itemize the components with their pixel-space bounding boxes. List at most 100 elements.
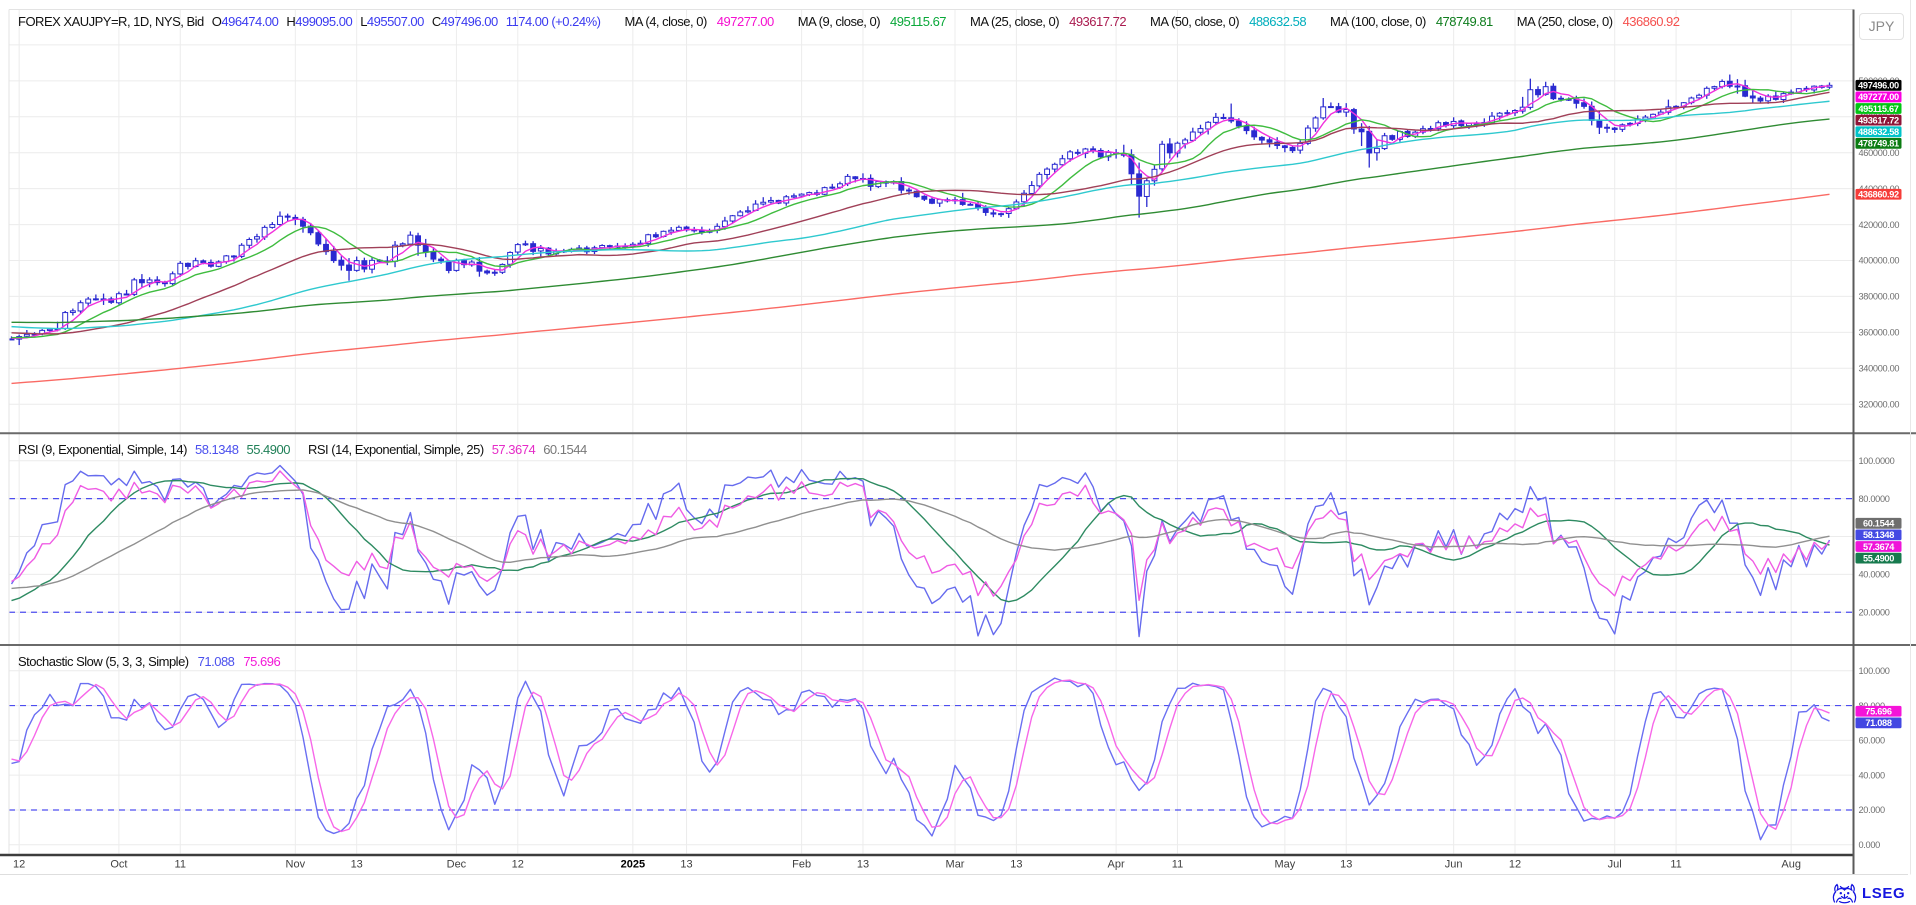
svg-text:400000.00: 400000.00 bbox=[1859, 256, 1900, 266]
chart-frame bbox=[0, 0, 1916, 875]
quote-prefix: O bbox=[211, 14, 222, 29]
svg-text:Apr: Apr bbox=[1108, 859, 1125, 871]
rsi-label: RSI (14, Exponential, Simple, 25) bbox=[307, 442, 484, 457]
quote-prefix: C bbox=[431, 14, 441, 29]
rsi-panel-legend: RSI (9, Exponential, Simple, 14) 58.1348 5… bbox=[18, 442, 587, 457]
stoch-value: 75.696 bbox=[243, 654, 281, 669]
stoch-value: 71.088 bbox=[197, 654, 235, 669]
svg-text:12: 12 bbox=[1509, 859, 1521, 871]
ma-label: MA (25, close, 0) bbox=[970, 14, 1060, 29]
quote-prefix: H bbox=[286, 14, 296, 29]
series-line bbox=[11, 100, 1830, 330]
svg-text:11: 11 bbox=[1172, 859, 1183, 871]
currency-badge: JPY bbox=[1859, 13, 1904, 40]
svg-text:493617.72: 493617.72 bbox=[1858, 115, 1899, 125]
svg-text:497277.00: 497277.00 bbox=[1858, 92, 1899, 102]
quote-prefix: L bbox=[360, 14, 367, 29]
svg-text:71.088: 71.088 bbox=[1865, 718, 1891, 728]
svg-text:80.000: 80.000 bbox=[1859, 701, 1885, 711]
price-axis-badges: 75.69671.088 bbox=[1855, 705, 1902, 729]
svg-text:40.0000: 40.0000 bbox=[1859, 570, 1890, 580]
ma-value: 497277.00 bbox=[716, 14, 774, 29]
ma-label: MA (9, close, 0) bbox=[797, 14, 881, 29]
svg-text:Jul: Jul bbox=[1608, 859, 1622, 871]
ma-value: 478749.81 bbox=[1435, 14, 1493, 29]
stoch-label: Stochastic Slow (5, 3, 3, Simple) bbox=[18, 654, 189, 669]
rsi-label: RSI (9, Exponential, Simple, 14) bbox=[18, 442, 187, 457]
price-axis-badges: 497496.00497277.00 495115.67493617.72 4886… bbox=[1855, 79, 1902, 200]
svg-text:100.0000: 100.0000 bbox=[1859, 456, 1895, 466]
svg-text:380000.00: 380000.00 bbox=[1859, 292, 1900, 302]
svg-text:75.696: 75.696 bbox=[1865, 707, 1891, 717]
lseg-logo: LSEG bbox=[1831, 883, 1905, 904]
svg-text:13: 13 bbox=[351, 859, 363, 871]
svg-text:12: 12 bbox=[512, 859, 524, 871]
svg-text:13: 13 bbox=[1340, 859, 1352, 871]
ma-value: 495115.67 bbox=[890, 14, 947, 29]
svg-text:460000.00: 460000.00 bbox=[1859, 148, 1900, 158]
series-line bbox=[11, 477, 1830, 603]
ma-value: 488632.58 bbox=[1249, 14, 1307, 29]
ma-value: 436860.92 bbox=[1622, 14, 1680, 29]
rsi-value: 60.1544 bbox=[543, 442, 587, 457]
svg-text:60.000: 60.000 bbox=[1859, 736, 1885, 746]
svg-text:436860.92: 436860.92 bbox=[1858, 190, 1899, 200]
svg-text:20.000: 20.000 bbox=[1859, 805, 1885, 815]
svg-text:Aug: Aug bbox=[1781, 859, 1801, 871]
svg-text:Feb: Feb bbox=[792, 859, 811, 871]
time-axis[interactable] bbox=[0, 857, 1854, 875]
series-line bbox=[11, 679, 1830, 833]
price-axis-badges: 60.154458.1348 57.367455.4900 bbox=[1855, 517, 1902, 564]
svg-text:Dec: Dec bbox=[447, 859, 467, 871]
svg-text:13: 13 bbox=[680, 859, 692, 871]
ma-label: MA (4, close, 0) bbox=[624, 14, 707, 29]
rsi-panel-plot-area[interactable] bbox=[9, 433, 1854, 645]
svg-text:58.1348: 58.1348 bbox=[1863, 530, 1894, 540]
svg-text:Jun: Jun bbox=[1445, 859, 1463, 871]
series-line bbox=[10, 464, 1831, 638]
svg-text:Mar: Mar bbox=[946, 859, 965, 871]
svg-text:440000.00: 440000.00 bbox=[1859, 184, 1900, 194]
svg-text:60.1544: 60.1544 bbox=[1863, 519, 1895, 529]
lseg-lion-icon bbox=[1832, 883, 1857, 904]
svg-text:495115.67: 495115.67 bbox=[1858, 104, 1898, 114]
rsi-value: 58.1348 bbox=[194, 442, 239, 457]
gridlines bbox=[9, 9, 1854, 854]
price-panel-legend: FOREX XAUJPY=R, 1D, NYS, Bid O496474.00 H4… bbox=[18, 14, 1680, 29]
price-axis[interactable] bbox=[1854, 0, 1916, 875]
series-line bbox=[11, 470, 1830, 602]
svg-text:497496.00: 497496.00 bbox=[1858, 81, 1899, 91]
svg-text:55.4900: 55.4900 bbox=[1863, 553, 1894, 563]
svg-text:420000.00: 420000.00 bbox=[1859, 220, 1900, 230]
svg-text:2025: 2025 bbox=[621, 859, 645, 871]
svg-text:478749.81: 478749.81 bbox=[1858, 139, 1899, 149]
stoch-panel-legend: Stochastic Slow (5, 3, 3, Simple) 71.088 7… bbox=[18, 654, 281, 669]
quote-value: 496474.00 bbox=[221, 14, 279, 29]
series-line bbox=[11, 88, 1830, 339]
rsi-value: 57.3674 bbox=[491, 442, 536, 457]
svg-text:11: 11 bbox=[1670, 859, 1681, 871]
svg-text:11: 11 bbox=[175, 859, 186, 871]
svg-text:80.0000: 80.0000 bbox=[1859, 494, 1890, 504]
ma-label: MA (250, close, 0) bbox=[1516, 14, 1613, 29]
instrument-title: FOREX XAUJPY=R, 1D, NYS, Bid bbox=[18, 14, 204, 29]
quote-change: 1174.00 (+0.24%) bbox=[505, 14, 601, 29]
rsi-value: 55.4900 bbox=[246, 442, 290, 457]
axis-labels: 320000.00 340000.00 360000.00 380000.00 4000… bbox=[13, 76, 1902, 871]
series-line bbox=[11, 677, 1830, 841]
svg-text:340000.00: 340000.00 bbox=[1859, 364, 1900, 374]
quote-value: 497496.00 bbox=[440, 14, 498, 29]
svg-text:Oct: Oct bbox=[110, 859, 127, 871]
series-line bbox=[11, 118, 1830, 324]
svg-text:May: May bbox=[1274, 859, 1295, 871]
svg-text:13: 13 bbox=[857, 859, 869, 871]
svg-text:360000.00: 360000.00 bbox=[1859, 328, 1900, 338]
ma-label: MA (100, close, 0) bbox=[1330, 14, 1426, 29]
chart-series bbox=[8, 74, 1833, 841]
price-panel-plot-area[interactable] bbox=[9, 10, 1854, 434]
svg-text:13: 13 bbox=[1010, 859, 1022, 871]
svg-text:40.000: 40.000 bbox=[1859, 770, 1885, 780]
quote-value: 499095.00 bbox=[295, 14, 353, 29]
stoch-panel-plot-area[interactable] bbox=[9, 645, 1854, 854]
